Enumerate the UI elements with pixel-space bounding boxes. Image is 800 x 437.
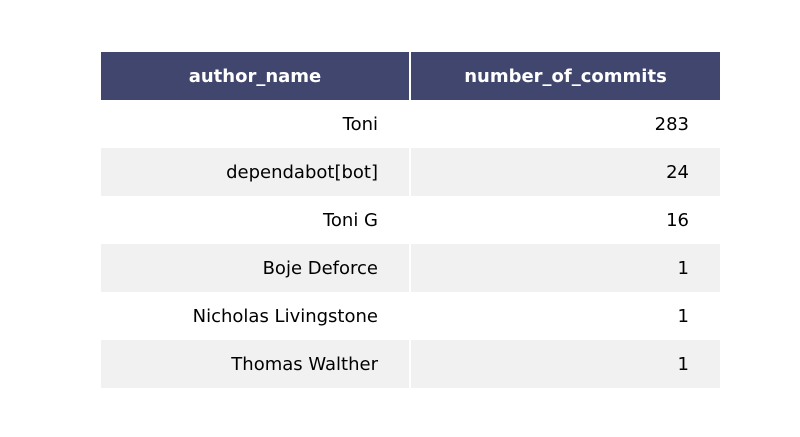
column-header-number-of-commits: number_of_commits — [410, 52, 720, 100]
table-row: Boje Deforce 1 — [101, 244, 720, 292]
cell-author-name: Boje Deforce — [101, 244, 411, 292]
cell-author-name: Nicholas Livingstone — [101, 292, 411, 340]
cell-number-of-commits: 1 — [677, 305, 689, 327]
cell-number-of-commits: 283 — [654, 113, 689, 135]
header-row: author_name number_of_commits — [101, 52, 720, 100]
cell-number-of-commits: 24 — [666, 161, 689, 183]
table-row: dependabot[bot] 24 — [101, 148, 720, 196]
cell-author-name: Toni G — [101, 196, 411, 244]
column-header-author-name: author_name — [101, 52, 411, 100]
cell-number-of-commits: 1 — [677, 257, 689, 279]
commits-table: author_name number_of_commits Toni 283 dep… — [101, 52, 720, 388]
cell-number-of-commits: 1 — [677, 353, 689, 375]
cell-author-name: dependabot[bot] — [101, 148, 411, 196]
table-body: Toni 283 dependabot[bot] 24 Toni G 16 Boje Def… — [101, 100, 720, 388]
table-row: Thomas Walther 1 — [101, 340, 720, 388]
cell-number-of-commits: 16 — [666, 209, 689, 231]
table-row: Toni 283 — [101, 100, 720, 148]
table-row: Toni G 16 — [101, 196, 720, 244]
cell-author-name: Thomas Walther — [101, 340, 411, 388]
table-header: author_name number_of_commits — [101, 52, 720, 100]
table-row: Nicholas Livingstone 1 — [101, 292, 720, 340]
cell-author-name: Toni — [101, 100, 411, 148]
